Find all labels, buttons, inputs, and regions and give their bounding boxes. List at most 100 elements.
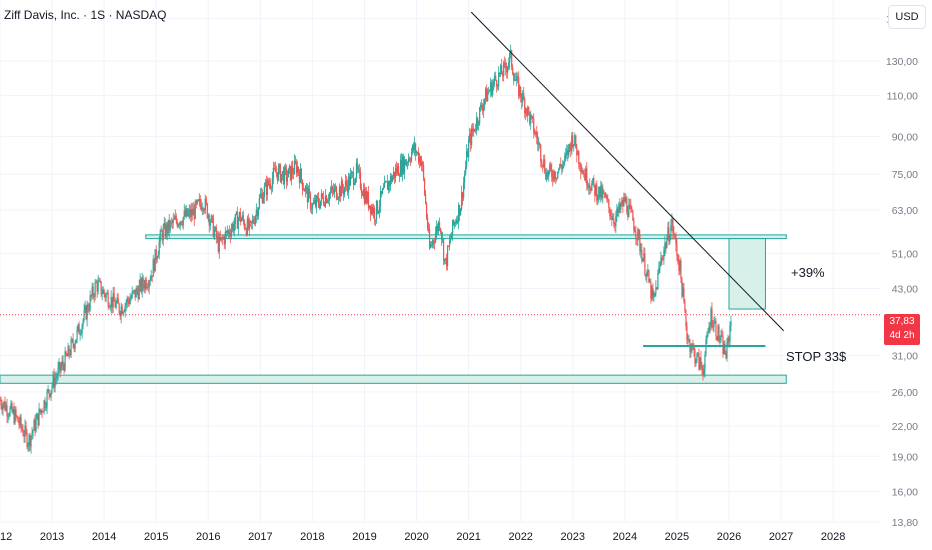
candle-body <box>206 203 208 218</box>
candle-body <box>362 189 365 196</box>
grid-layer <box>0 0 880 523</box>
candle-body <box>559 164 561 170</box>
candles-layer <box>0 44 732 454</box>
candle-body <box>140 279 142 292</box>
candle-body <box>662 258 664 260</box>
candle-body <box>49 393 51 397</box>
candle-body <box>665 242 667 248</box>
candle-body <box>99 280 101 282</box>
candle-body <box>286 177 288 182</box>
candle-body <box>6 405 8 417</box>
candle-body <box>720 335 722 341</box>
candle-body <box>482 108 484 111</box>
candle-body <box>186 208 188 216</box>
candle-body <box>379 190 382 207</box>
candle-body <box>382 187 385 190</box>
candle-body <box>593 178 595 185</box>
time-axis[interactable]: 2012 2013 2014 2015 2016 2017 2018 2019 2020 2021… <box>0 531 845 543</box>
candle-body <box>234 214 236 225</box>
candle-body <box>50 390 52 397</box>
candle-body <box>730 321 732 326</box>
candle-body <box>22 429 24 436</box>
candle-body <box>412 145 415 151</box>
candle-body <box>94 282 96 297</box>
candle-body <box>726 342 728 359</box>
candle-body <box>98 280 100 282</box>
resistance-zone[interactable] <box>145 234 787 240</box>
candle-body <box>423 178 426 195</box>
candle-body <box>336 199 339 200</box>
candle-body <box>235 212 237 215</box>
candle-body <box>489 90 491 92</box>
candle-body <box>288 165 290 169</box>
candle-body <box>471 128 473 146</box>
price-tick-label: 75,00 <box>892 169 918 181</box>
candle-body <box>271 177 273 189</box>
candle-body <box>154 249 156 272</box>
candle-body <box>337 197 340 200</box>
price-tick-label: 19,00 <box>892 451 918 463</box>
candle-body <box>688 339 690 341</box>
candle-body <box>188 209 190 213</box>
support-zone[interactable] <box>0 374 787 384</box>
candle-body <box>376 200 379 213</box>
candle-body <box>475 129 477 131</box>
candle-body <box>340 181 343 197</box>
candle-body <box>610 215 612 217</box>
price-axis[interactable]: 160,00130,00110,0090,0075,0063,0051,0043… <box>886 13 918 529</box>
candle-body <box>107 293 109 307</box>
currency-button[interactable]: USD <box>888 5 926 29</box>
candle-body <box>633 220 635 231</box>
candle-body <box>558 169 560 172</box>
candle-body <box>537 138 539 145</box>
candle-body <box>93 295 95 297</box>
candle-body <box>79 333 81 335</box>
candle-body <box>436 225 439 231</box>
candle-body <box>615 216 617 227</box>
candle-body <box>328 193 331 200</box>
candle-body <box>606 195 608 200</box>
candle-body <box>106 293 108 295</box>
candle-body <box>656 287 658 290</box>
candle-body <box>693 346 695 350</box>
candle-body <box>209 222 211 226</box>
candle-body <box>19 416 21 425</box>
target-box[interactable] <box>728 238 766 310</box>
candle-body <box>638 229 640 236</box>
candle-body <box>667 227 669 239</box>
candle-body <box>473 128 475 132</box>
candle-body <box>454 222 456 225</box>
candle-body <box>180 221 182 225</box>
candle-body <box>228 230 230 235</box>
symbol-title: Ziff Davis, Inc. · 1S · NASDAQ <box>4 8 167 22</box>
candle-body <box>165 224 167 237</box>
candle-body <box>465 166 467 175</box>
candle-body <box>631 209 633 212</box>
trendline[interactable] <box>470 11 785 332</box>
candle-body <box>150 275 152 281</box>
candle-body <box>331 186 334 190</box>
candle-body <box>561 166 563 170</box>
candle-body <box>308 188 311 194</box>
candle-body <box>37 413 39 426</box>
candle-body <box>125 302 127 305</box>
candle-body <box>161 231 163 241</box>
candle-body <box>197 199 199 201</box>
candle-body <box>468 139 470 158</box>
candle-body <box>512 67 514 75</box>
candle-body <box>652 287 654 297</box>
candle-body <box>681 278 683 297</box>
candle-body <box>630 204 632 210</box>
candle-body <box>663 250 665 260</box>
candle-body <box>600 185 602 198</box>
candle-body <box>55 377 57 379</box>
candle-body <box>194 201 196 219</box>
candle-body <box>723 344 725 354</box>
candle-body <box>58 362 60 368</box>
candle-body <box>434 233 437 243</box>
candle-body <box>476 117 478 130</box>
candle-body <box>453 219 455 225</box>
candle-body <box>420 162 423 166</box>
candle-body <box>384 181 387 183</box>
